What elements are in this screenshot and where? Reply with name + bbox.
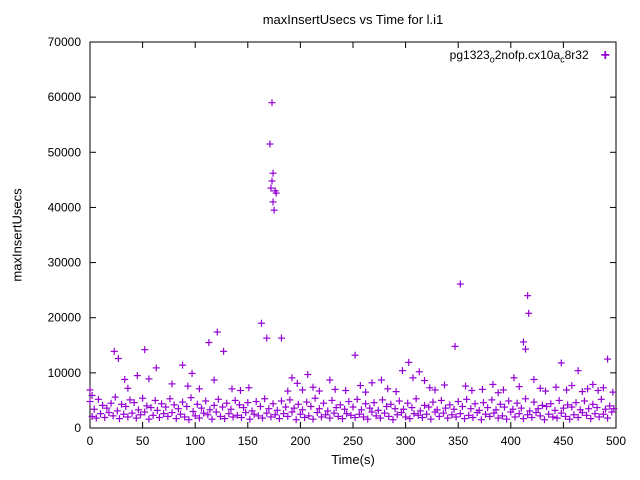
svg-text:0: 0 (87, 434, 94, 448)
svg-text:150: 150 (238, 434, 258, 448)
svg-text:40000: 40000 (48, 200, 82, 214)
x-axis-label: Time(s) (331, 452, 375, 467)
svg-text:50: 50 (136, 434, 150, 448)
svg-text:400: 400 (501, 434, 521, 448)
svg-text:60000: 60000 (48, 90, 82, 104)
svg-text:300: 300 (396, 434, 416, 448)
svg-text:20000: 20000 (48, 311, 82, 325)
svg-text:450: 450 (553, 434, 573, 448)
y-axis-label: maxInsertUsecs (9, 188, 25, 282)
svg-text:500: 500 (606, 434, 626, 448)
svg-text:0: 0 (74, 421, 81, 435)
data-points (86, 99, 618, 424)
svg-text:70000: 70000 (48, 35, 82, 49)
svg-text:30000: 30000 (48, 256, 82, 270)
tick-labels: 0 50 100 150 200 250 300 350 400 450 500 0 10000 2000… (48, 35, 627, 448)
legend-plus-marker: + (600, 47, 610, 65)
svg-text:200: 200 (290, 434, 310, 448)
chart-title: maxInsertUsecs vs Time for l.i1 (262, 12, 444, 27)
svg-text:100: 100 (185, 434, 205, 448)
svg-text:250: 250 (343, 434, 363, 448)
svg-text:50000: 50000 (48, 145, 82, 159)
legend: pg1323o2nofp.cx10ac8r32 + (449, 47, 610, 65)
svg-text:350: 350 (448, 434, 468, 448)
svg-text:10000: 10000 (48, 366, 82, 380)
legend-series-label: pg1323o2nofp.cx10ac8r32 (449, 48, 589, 65)
axes (89, 41, 617, 429)
